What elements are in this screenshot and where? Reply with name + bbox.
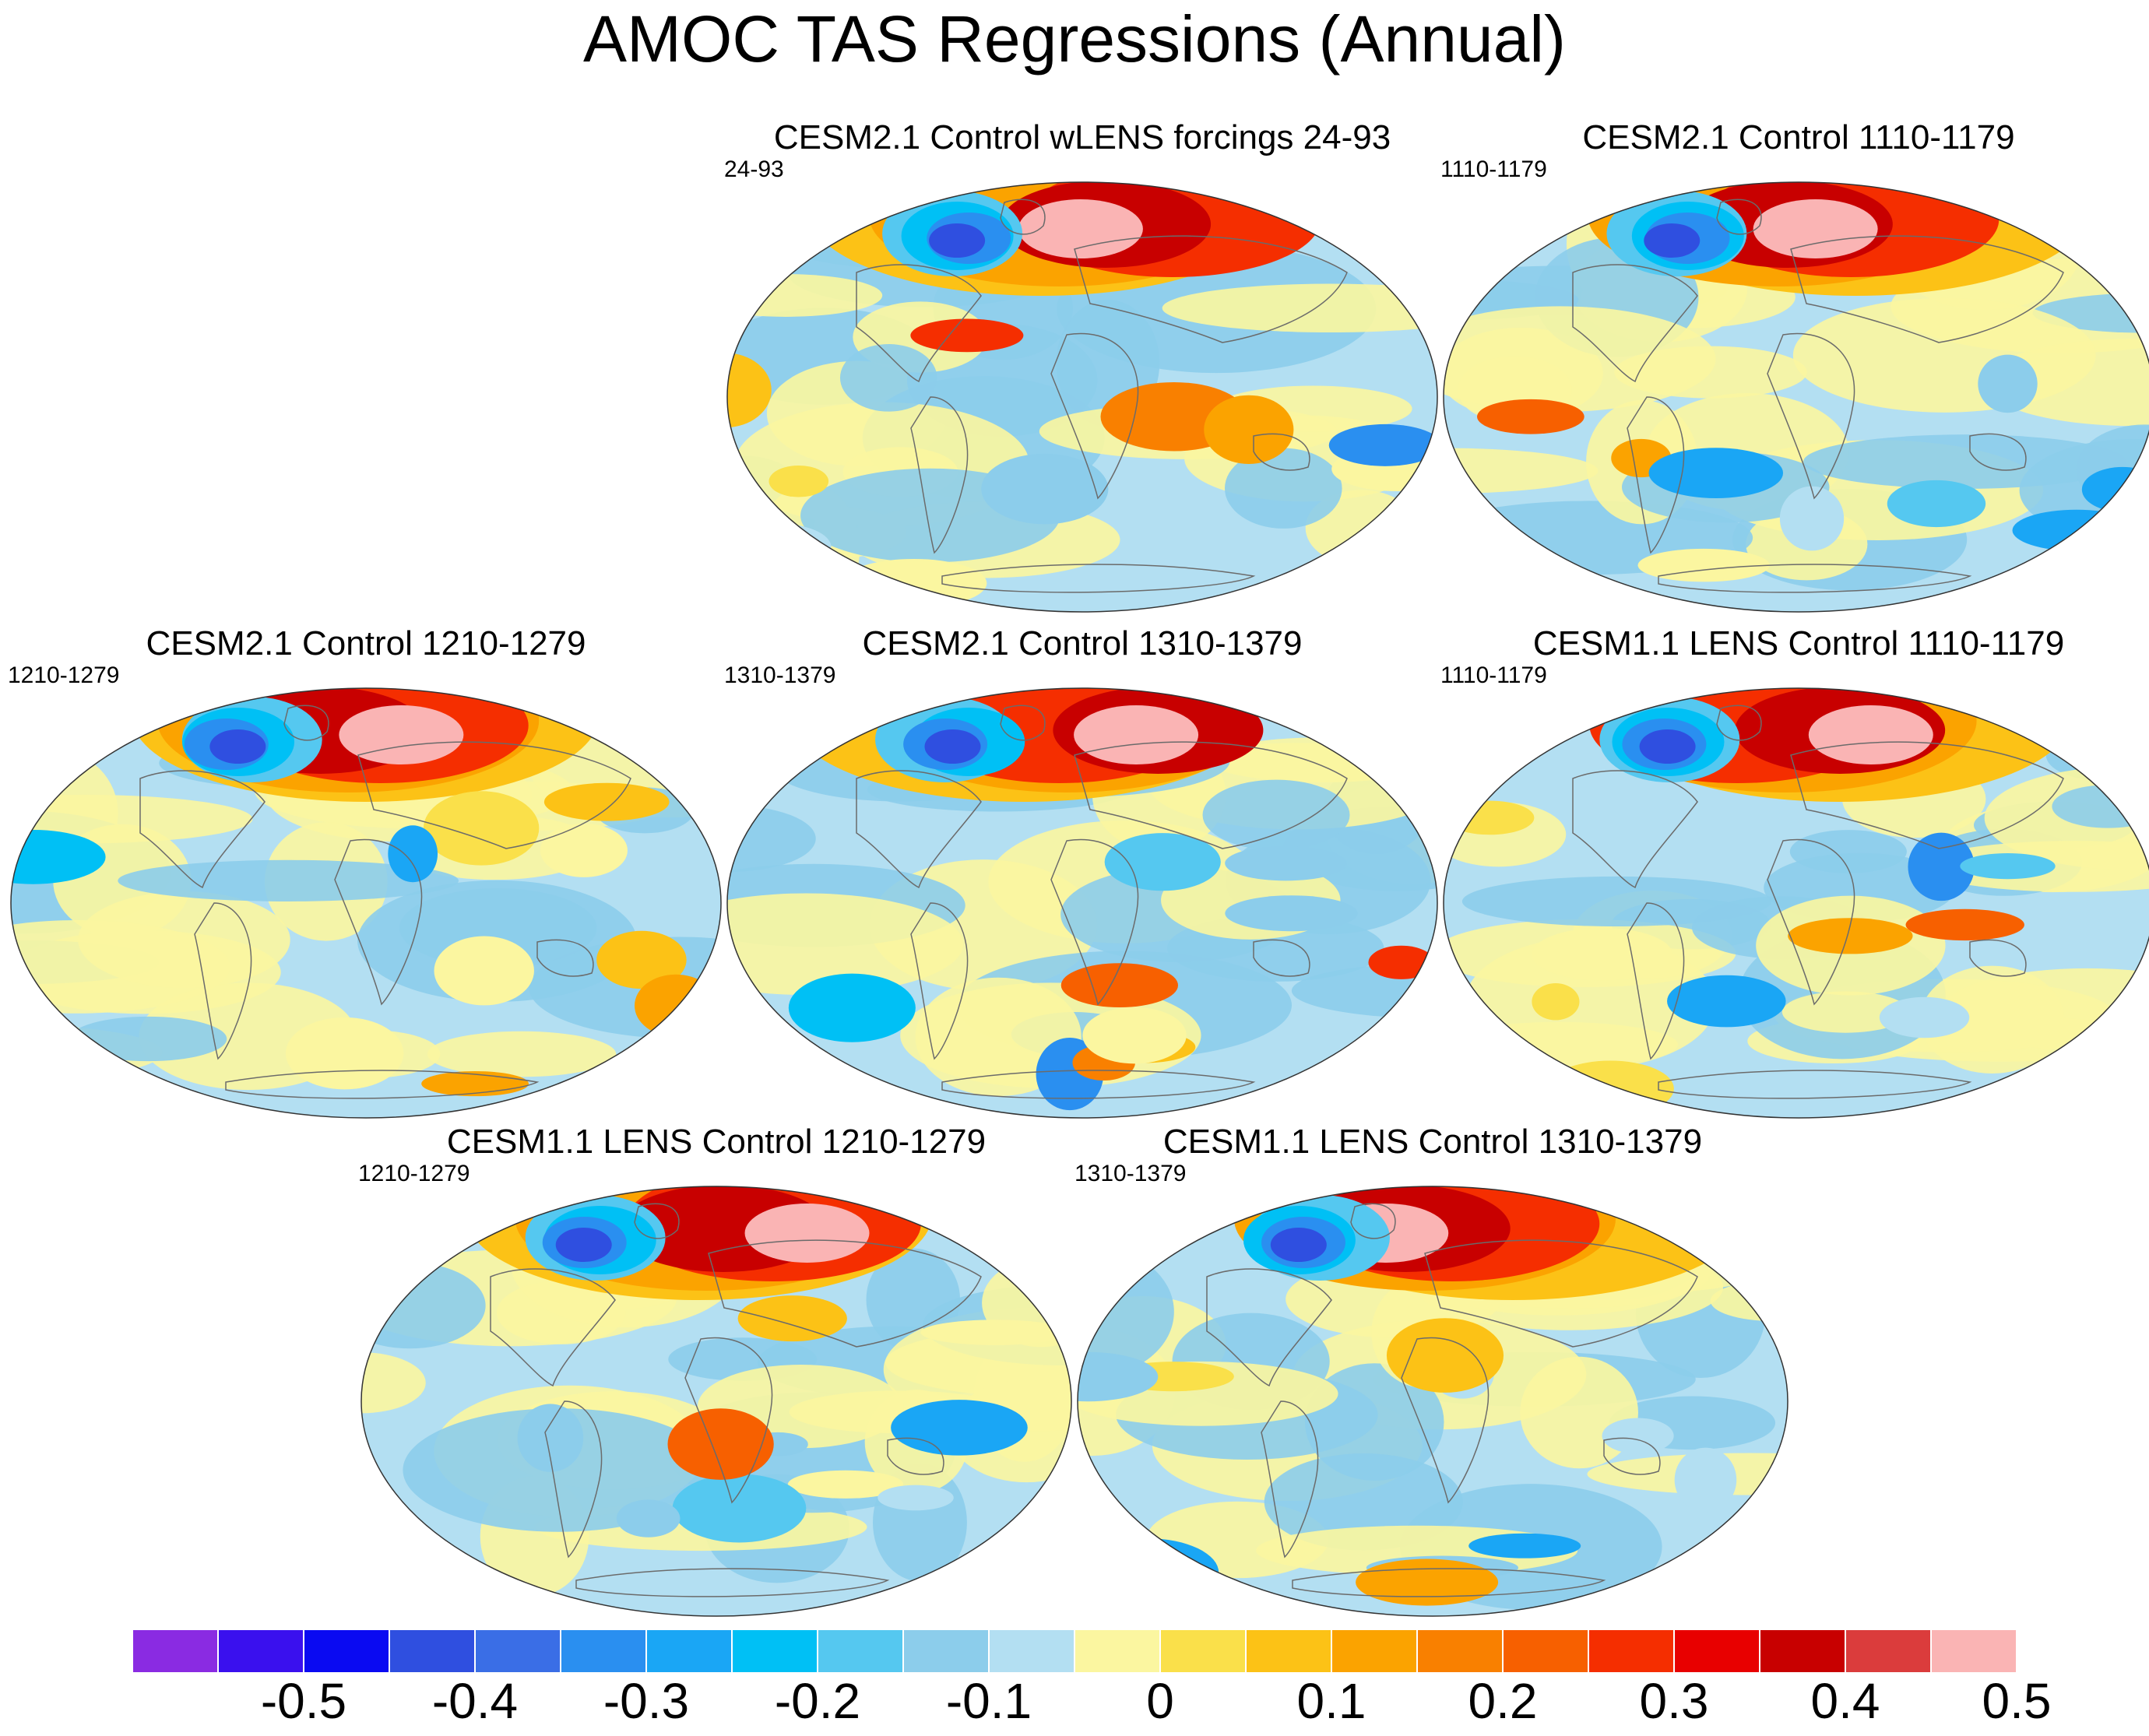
colorbar-tick-label: 0.3 xyxy=(1639,1673,1709,1729)
colorbar-swatch xyxy=(217,1629,304,1674)
colorbar-tick-label: 0.4 xyxy=(1810,1673,1880,1729)
colorbar-swatch xyxy=(1673,1629,1760,1674)
colorbar-tick-label: 0.5 xyxy=(1982,1673,2052,1729)
colorbar-swatch xyxy=(988,1629,1075,1674)
colorbar-tick-label: 0.1 xyxy=(1296,1673,1366,1729)
map-panel-5: CESM1.1 LENS Control 1110-1179 1110-1179 xyxy=(1440,623,2149,1125)
colorbar-tick-label: 0.2 xyxy=(1468,1673,1538,1729)
colorbar-tick-label: -0.3 xyxy=(603,1673,690,1729)
colorbar-tick-label: -0.5 xyxy=(260,1673,347,1729)
world-map xyxy=(726,687,1438,1119)
colorbar-swatch xyxy=(389,1629,476,1674)
panel-period: 1210-1279 xyxy=(8,662,120,688)
colorbar-swatch xyxy=(902,1629,990,1674)
panel-period: 1310-1379 xyxy=(724,662,836,688)
map-panel-6: CESM1.1 LENS Control 1210-1279 1210-1279 xyxy=(358,1121,1074,1623)
colorbar-swatch xyxy=(1930,1629,2017,1674)
colorbar-swatch xyxy=(132,1629,219,1674)
colorbar-swatch xyxy=(645,1629,733,1674)
world-map xyxy=(726,181,1438,613)
map-panel-3: CESM2.1 Control 1210-1279 1210-1279 xyxy=(8,623,724,1125)
colorbar-swatch xyxy=(1074,1629,1161,1674)
world-map xyxy=(1443,181,2149,613)
panel-period: 1210-1279 xyxy=(358,1161,470,1186)
colorbar xyxy=(132,1629,2017,1674)
colorbar-swatch xyxy=(731,1629,818,1674)
colorbar-swatch xyxy=(303,1629,390,1674)
world-map xyxy=(1077,1186,1788,1617)
panel-period: 24-93 xyxy=(724,156,784,182)
world-map xyxy=(10,687,722,1119)
map-panel-1: CESM2.1 Control wLENS forcings 24-93 24-… xyxy=(724,117,1440,619)
colorbar-tick-label: -0.2 xyxy=(774,1673,861,1729)
panel-period: 1310-1379 xyxy=(1074,1161,1187,1186)
panel-title: CESM2.1 Control wLENS forcings 24-93 xyxy=(773,118,1391,156)
colorbar-swatch xyxy=(817,1629,904,1674)
map-panel-2: CESM2.1 Control 1110-1179 1110-1179 xyxy=(1440,117,2149,619)
panel-period: 1110-1179 xyxy=(1440,662,1547,688)
colorbar-swatch xyxy=(1502,1629,1589,1674)
panel-title: CESM2.1 Control 1310-1379 xyxy=(862,624,1303,662)
panel-title: CESM2.1 Control 1110-1179 xyxy=(1582,118,2015,156)
panel-title: CESM1.1 LENS Control 1310-1379 xyxy=(1162,1123,1703,1161)
colorbar-swatch xyxy=(1245,1629,1332,1674)
colorbar-ticks: -0.5 -0.4 -0.3 -0.2 -0.1 0 0.1 0.2 0.3 0.4 0.5 xyxy=(132,1673,2052,1736)
colorbar-tick-label: -0.4 xyxy=(431,1673,519,1729)
panel-period: 1110-1179 xyxy=(1440,156,1547,182)
colorbar-tick-label: -0.1 xyxy=(945,1673,1032,1729)
figure-title: AMOC TAS Regressions (Annual) xyxy=(582,2,1566,76)
colorbar-swatch xyxy=(1416,1629,1504,1674)
colorbar-swatch xyxy=(1759,1629,1846,1674)
panel-title: CESM1.1 LENS Control 1110-1179 xyxy=(1532,624,2065,662)
colorbar-swatch xyxy=(1845,1629,1932,1674)
panel-title: CESM1.1 LENS Control 1210-1279 xyxy=(446,1123,987,1161)
colorbar-swatch xyxy=(474,1629,561,1674)
colorbar-swatch xyxy=(560,1629,647,1674)
map-panel-4: CESM2.1 Control 1310-1379 1310-1379 xyxy=(724,623,1440,1125)
colorbar-swatch xyxy=(1159,1629,1247,1674)
colorbar-swatch xyxy=(1588,1629,1675,1674)
colorbar-swatch xyxy=(1331,1629,1418,1674)
map-panel-7: CESM1.1 LENS Control 1310-1379 1310-1379 xyxy=(1074,1121,1791,1623)
world-map xyxy=(361,1186,1072,1617)
panel-title: CESM2.1 Control 1210-1279 xyxy=(146,624,586,662)
colorbar-tick-label: 0 xyxy=(1146,1673,1174,1729)
world-map xyxy=(1443,687,2149,1119)
